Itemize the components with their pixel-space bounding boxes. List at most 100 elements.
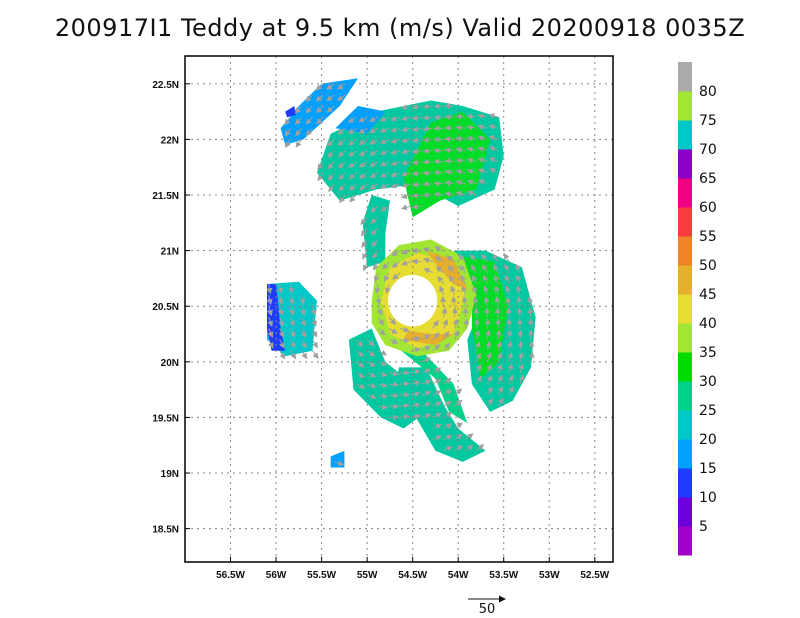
x-axis-ticks: 56.5W 56W 55.5W 55W 54.5W 54W 53.5W 53W 52.5W xyxy=(216,557,610,581)
wind-vector xyxy=(517,340,524,351)
wind-vector xyxy=(278,306,284,317)
wind-vector xyxy=(421,346,431,352)
wind-vector xyxy=(400,115,411,122)
wind-vector xyxy=(477,168,488,174)
wind-vector xyxy=(432,378,442,385)
wind-vector xyxy=(377,360,388,367)
wind-vector xyxy=(455,179,466,186)
wind-vector xyxy=(300,317,306,327)
wind-vector xyxy=(494,307,501,318)
wind-vector xyxy=(527,318,534,329)
wind-vector xyxy=(527,296,534,307)
wind-vector xyxy=(477,157,488,164)
wind-vector xyxy=(390,171,401,178)
wind-vector xyxy=(289,317,295,327)
wind-vector xyxy=(380,205,390,212)
wind-vector xyxy=(465,433,474,441)
wind-vector xyxy=(401,260,411,266)
wind-vector xyxy=(315,94,324,102)
wind-vector xyxy=(466,190,477,197)
wind-vector xyxy=(369,205,379,213)
wind-vector xyxy=(421,390,432,397)
colorbar-swatch xyxy=(678,410,692,440)
wind-vector xyxy=(411,103,422,110)
wind-vector xyxy=(421,334,431,341)
wind-vector xyxy=(359,183,368,191)
plot-frame xyxy=(184,55,614,563)
wind-vector xyxy=(390,160,401,166)
wind-vector xyxy=(326,83,335,91)
wind-vector xyxy=(366,371,377,378)
wind-vector xyxy=(362,250,368,260)
wind-vector xyxy=(473,318,480,329)
colorbar-swatch xyxy=(678,236,692,266)
wind-vector xyxy=(334,460,345,467)
colorbar-swatch xyxy=(678,526,692,556)
wind-vector xyxy=(337,139,346,147)
wind-vector xyxy=(485,329,491,340)
wind-vector xyxy=(446,255,455,263)
wind-vector xyxy=(410,369,421,375)
wind-vector xyxy=(444,180,455,187)
wind-vector xyxy=(372,250,379,259)
wind-vector xyxy=(362,261,369,272)
wind-vector xyxy=(515,263,521,274)
wind-vector xyxy=(466,146,477,153)
wind-vector xyxy=(336,83,346,90)
wind-vector xyxy=(327,139,335,147)
wind-vector xyxy=(461,285,467,296)
colorbar-label: 20 xyxy=(699,432,717,448)
wind-vector xyxy=(388,316,397,325)
wind-vector xyxy=(443,330,450,340)
wind-vector xyxy=(305,94,313,103)
wind-vector xyxy=(355,383,366,389)
wind-vector xyxy=(507,351,514,362)
wind-vector xyxy=(388,338,399,344)
wind-vector xyxy=(279,339,285,349)
wind-vector xyxy=(400,137,411,144)
wind-vector xyxy=(284,127,292,137)
wind-vector xyxy=(432,367,442,374)
wind-vector xyxy=(266,283,273,295)
wind-vector xyxy=(279,350,286,360)
wind-vector xyxy=(366,382,377,389)
y-tick-label: 20N xyxy=(161,358,179,369)
wind-vector xyxy=(315,105,324,114)
wind-vector xyxy=(505,307,512,318)
wind-vector xyxy=(432,401,442,408)
wind-vector xyxy=(295,116,302,126)
wind-vector xyxy=(300,328,307,338)
wind-vector xyxy=(472,296,479,307)
wind-vector xyxy=(506,329,513,340)
colorbar-swatch xyxy=(678,381,692,411)
wind-vector xyxy=(369,138,379,145)
wind-vector xyxy=(358,172,368,180)
wind-vector xyxy=(411,203,422,210)
wind-vector xyxy=(423,268,433,274)
wind-vector xyxy=(469,253,477,263)
wind-vector xyxy=(527,307,534,318)
wind-vector xyxy=(294,105,302,114)
wind-vector xyxy=(451,307,458,318)
wind-vector xyxy=(382,261,390,270)
x-tick-label: 56W xyxy=(266,570,287,581)
colorbar-label: 55 xyxy=(699,229,717,245)
wind-vector xyxy=(475,363,482,374)
y-tick-label: 19.5N xyxy=(152,413,179,424)
wind-vector xyxy=(494,285,500,296)
wind-vector xyxy=(411,148,422,155)
wind-vector xyxy=(328,183,335,193)
wind-vector xyxy=(399,402,411,409)
wind-vector xyxy=(421,379,432,386)
wind-vector xyxy=(484,307,491,318)
wind-vector xyxy=(432,344,441,352)
wind-vector xyxy=(470,264,477,274)
wind-vector xyxy=(369,183,379,190)
wind-vector xyxy=(369,172,379,179)
wind-vector xyxy=(316,116,324,125)
colorbar-swatch xyxy=(678,91,692,121)
wind-vector xyxy=(442,318,449,329)
wind-vector xyxy=(488,146,499,152)
wind-vector xyxy=(366,361,377,367)
